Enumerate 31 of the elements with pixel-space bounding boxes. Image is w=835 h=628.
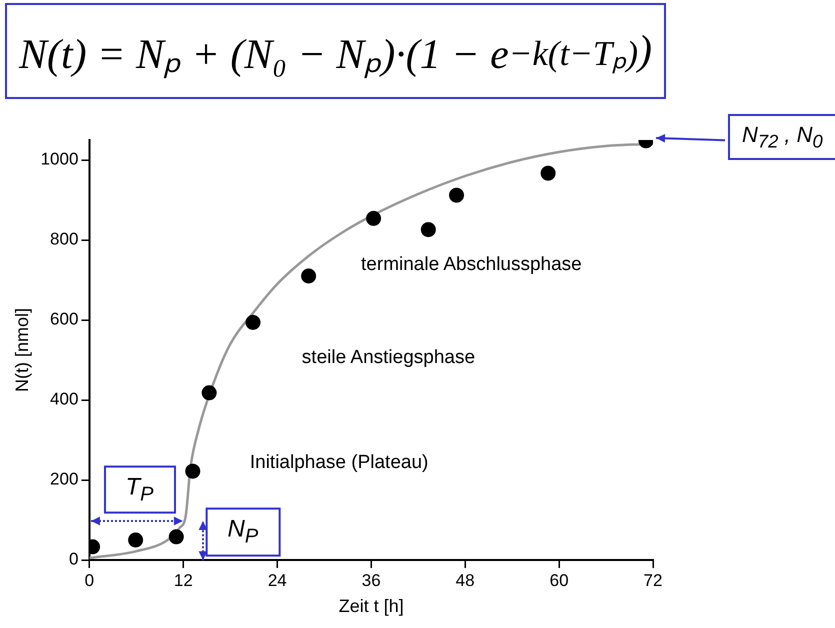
point <box>449 188 464 203</box>
annotation: N$_{P}$ <box>205 508 280 556</box>
x-tick-label: 12 <box>174 570 193 590</box>
x-tick-label: 72 <box>644 570 662 590</box>
y-tick-label: 800 <box>50 230 78 249</box>
annotation: terminale Abschlussphase <box>361 254 582 276</box>
x-tick-label: 24 <box>268 570 287 590</box>
y-tick-label: 200 <box>50 470 78 489</box>
x-tick-label: 0 <box>84 570 94 590</box>
x-axis-title: Zeit t [h] <box>338 596 404 616</box>
point <box>420 222 436 238</box>
point <box>168 529 184 544</box>
point <box>540 166 556 181</box>
x-tick-label: 60 <box>550 570 569 590</box>
y-tick-label: 0 <box>68 550 78 569</box>
y-tick-label: 1000 <box>40 150 78 169</box>
y-tick-label: 400 <box>50 390 78 409</box>
point <box>366 210 382 226</box>
point <box>246 314 261 330</box>
point <box>301 268 316 284</box>
point <box>128 532 144 548</box>
x-tick-label: 48 <box>456 570 475 590</box>
annotation: T$_{P}$ <box>103 465 176 514</box>
y-axis-title: N(t) [nmol] <box>12 308 32 392</box>
x-tick-label: 36 <box>362 570 381 590</box>
text: N$_{72}$ , N$_{0}$ <box>728 114 835 160</box>
point <box>185 464 200 479</box>
point <box>202 385 217 400</box>
y-tick-label: 600 <box>50 310 78 329</box>
annotation: Initialphase (Plateau) <box>250 452 428 474</box>
annotation: steile Anstiegsphase <box>302 347 476 370</box>
